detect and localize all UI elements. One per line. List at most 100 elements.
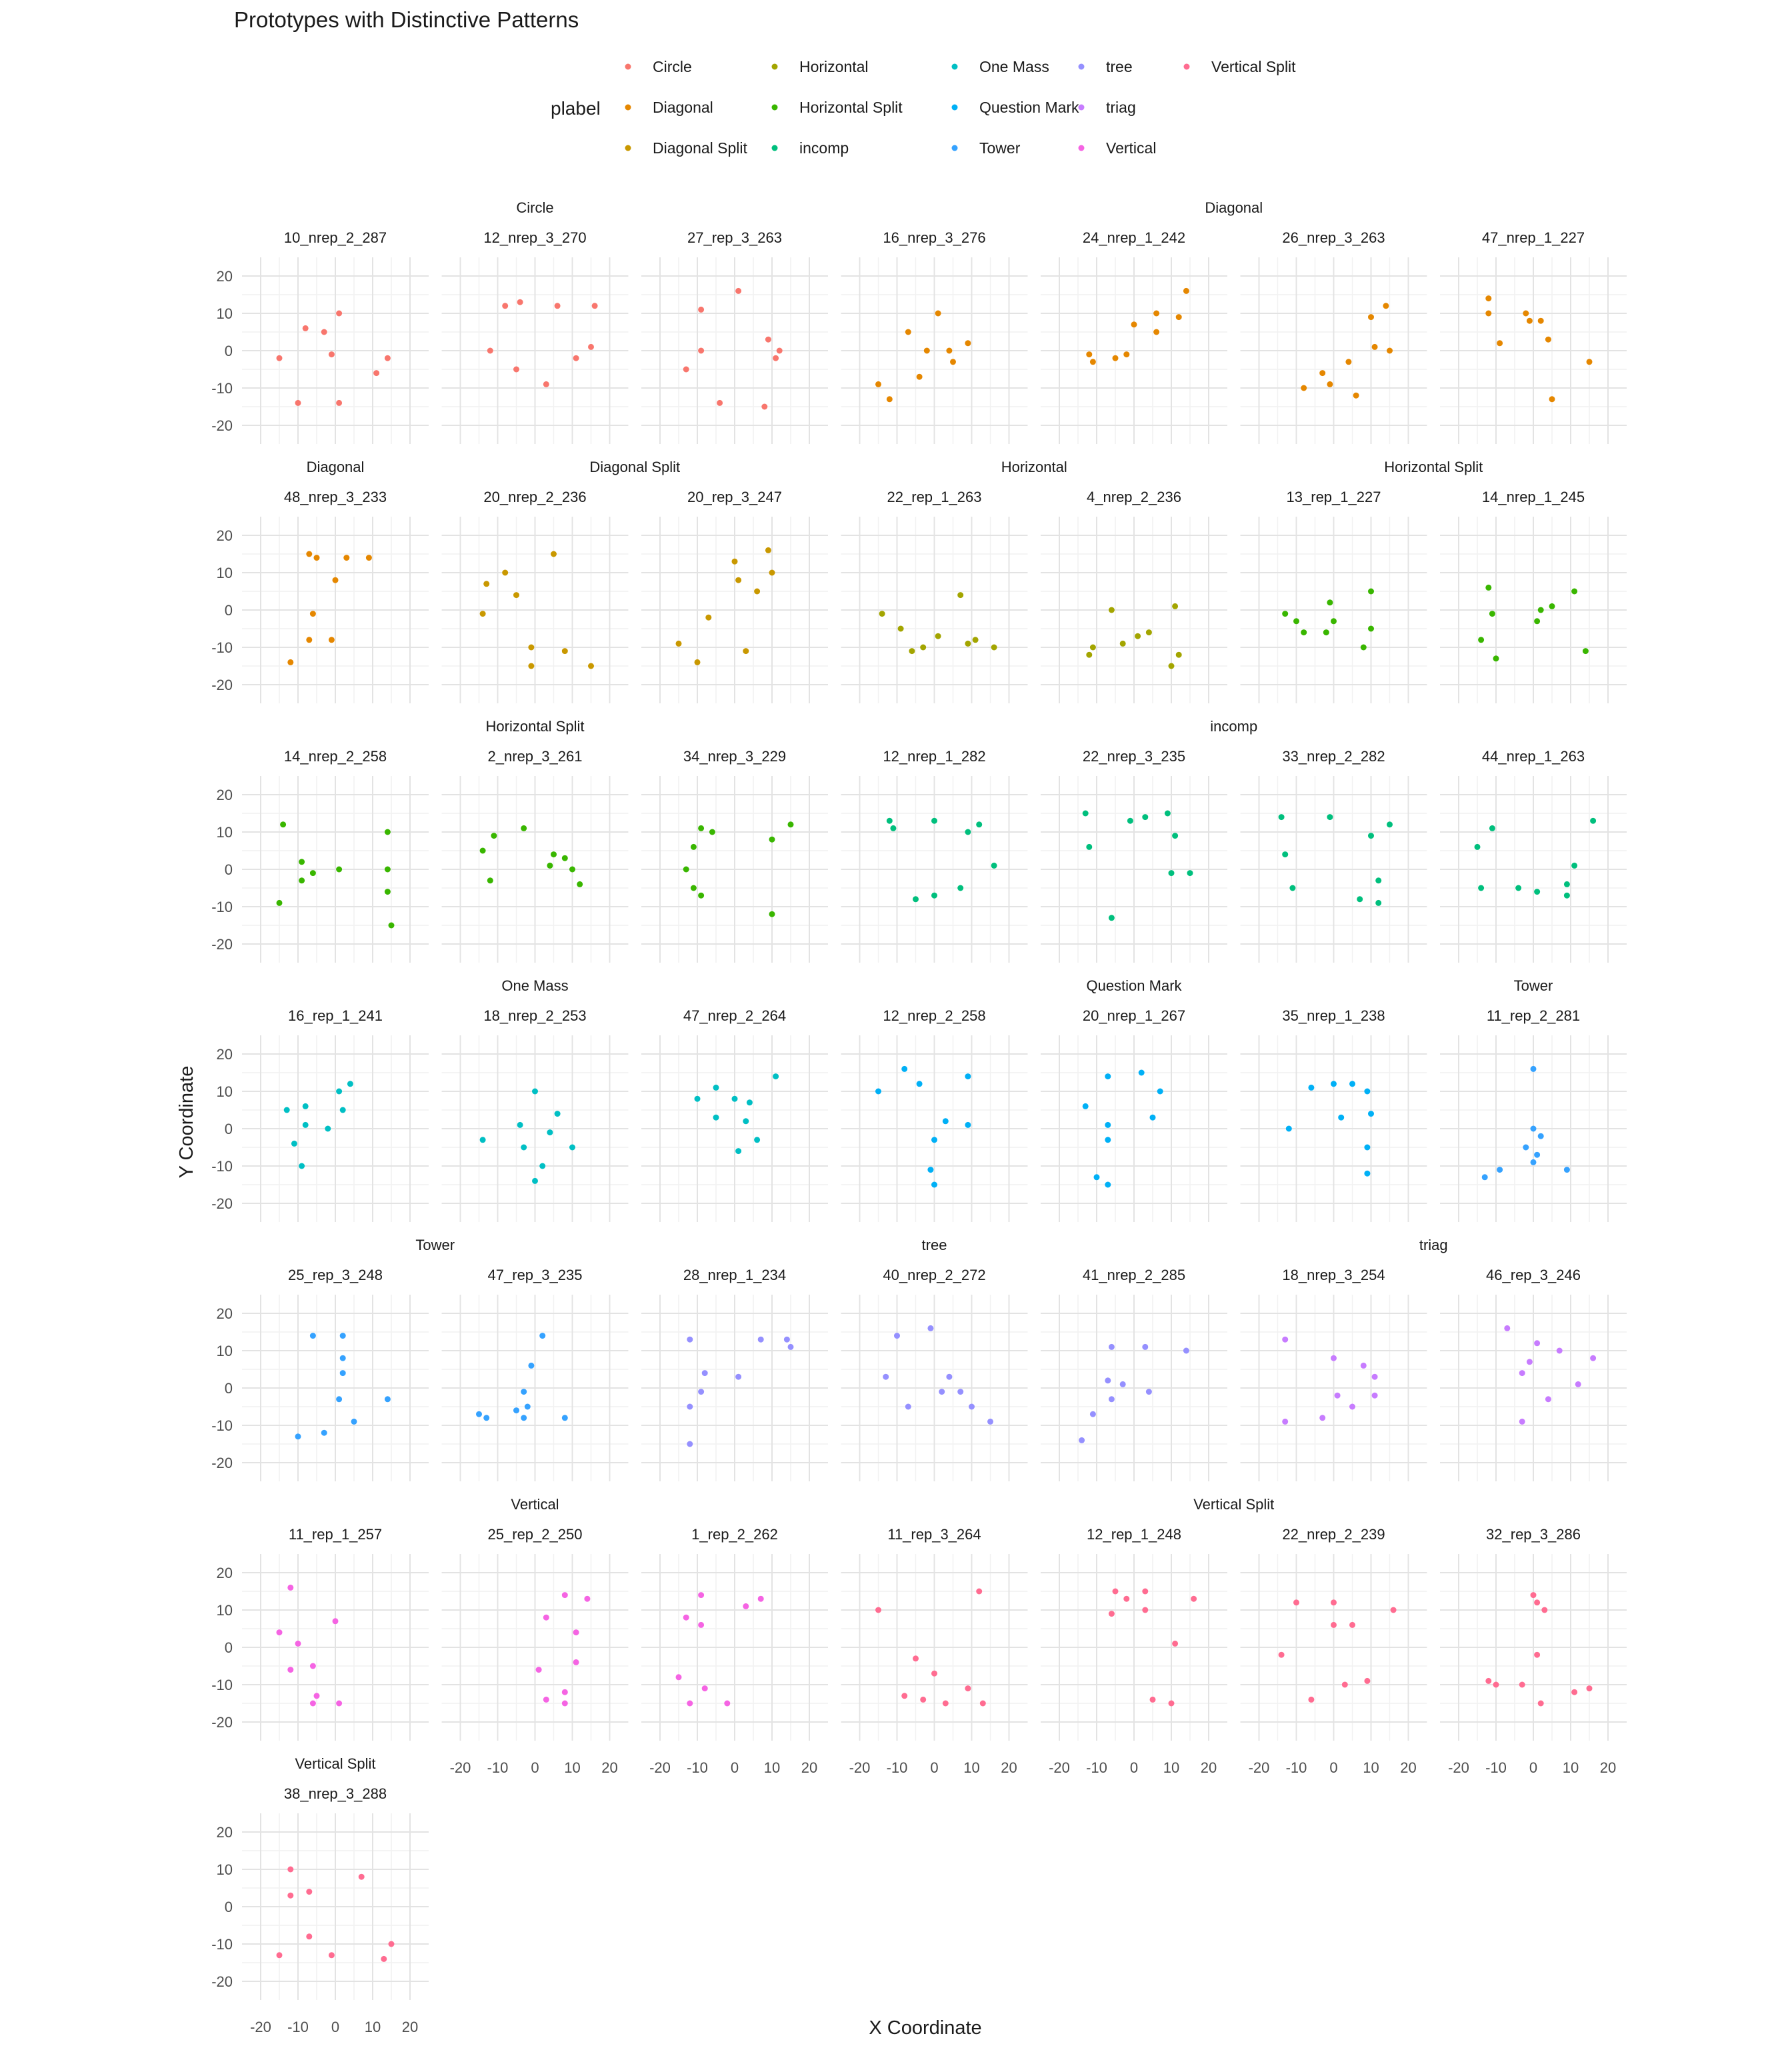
- data-point: [561, 1700, 568, 1707]
- data-point: [521, 1389, 527, 1395]
- data-point: [1131, 321, 1137, 328]
- data-point: [1191, 1595, 1197, 1602]
- data-point: [687, 1700, 693, 1707]
- data-point: [1478, 885, 1485, 891]
- panel-33_nrep_2_282: 33_nrep_2_282: [1240, 748, 1427, 963]
- y-tick-label: 10: [217, 1083, 233, 1100]
- data-point: [765, 336, 771, 343]
- data-point: [302, 1121, 309, 1128]
- data-point: [276, 355, 283, 361]
- data-point: [916, 1081, 923, 1087]
- group-label-circle: Circle: [516, 199, 553, 216]
- y-tick-label: -20: [211, 1973, 233, 1990]
- data-point: [1079, 1437, 1085, 1443]
- data-point: [343, 555, 350, 561]
- legend-item-vertical-split: Vertical Split: [1183, 58, 1296, 75]
- data-point: [1341, 1681, 1348, 1688]
- data-point: [1172, 603, 1179, 609]
- x-tick-label: 10: [1363, 1759, 1379, 1776]
- data-point: [502, 569, 509, 576]
- data-point: [1168, 870, 1175, 877]
- data-point: [336, 1396, 343, 1403]
- data-point: [942, 1700, 949, 1707]
- data-point: [920, 644, 927, 651]
- data-point: [923, 347, 930, 354]
- panel-18_nrep_2_253: 18_nrep_2_253: [441, 1007, 629, 1222]
- group-label-diagonal-split: Diagonal Split: [589, 459, 680, 475]
- panel-id-label: 11_rep_1_257: [289, 1526, 382, 1543]
- legend-key-question-mark: [951, 104, 958, 111]
- data-point: [773, 1073, 779, 1080]
- data-point: [1349, 1081, 1355, 1087]
- data-point: [513, 366, 519, 373]
- data-point: [591, 303, 598, 309]
- data-point: [1331, 1621, 1337, 1628]
- data-point: [328, 351, 335, 358]
- data-point: [1368, 588, 1374, 595]
- legend-item-circle: Circle: [625, 58, 692, 75]
- data-point: [1168, 1700, 1175, 1707]
- data-point: [309, 611, 316, 617]
- data-point: [1371, 1373, 1378, 1380]
- y-tick-label: -10: [211, 639, 233, 656]
- x-tick-label: -10: [1286, 1759, 1307, 1776]
- y-tick-label: 10: [217, 824, 233, 841]
- data-point: [365, 555, 372, 561]
- y-tick-label: -20: [211, 677, 233, 693]
- data-point: [384, 866, 391, 873]
- data-point: [1493, 655, 1499, 662]
- data-point: [276, 899, 283, 906]
- group-label-tower: Tower: [1514, 977, 1553, 994]
- data-point: [1537, 1700, 1544, 1707]
- data-point: [276, 1629, 283, 1636]
- data-point: [957, 1389, 964, 1395]
- data-point: [1164, 810, 1171, 817]
- data-point: [787, 821, 794, 828]
- data-point: [1534, 1599, 1541, 1606]
- y-tick-label: -10: [211, 380, 233, 397]
- y-tick-label: -10: [211, 899, 233, 915]
- panel-id-label: 47_nrep_2_264: [683, 1007, 786, 1024]
- data-point: [1537, 317, 1544, 324]
- data-point: [1089, 644, 1096, 651]
- data-point: [309, 1700, 316, 1707]
- data-point: [532, 1088, 538, 1095]
- data-point: [517, 299, 523, 305]
- data-point: [1183, 1347, 1189, 1354]
- data-point: [690, 843, 697, 850]
- data-point: [1368, 833, 1374, 839]
- data-point: [358, 1873, 365, 1880]
- data-point: [1534, 1151, 1541, 1158]
- panel-22_nrep_3_235: 22_nrep_3_235: [1041, 748, 1227, 963]
- x-tick-label: 10: [764, 1759, 780, 1776]
- y-tick-label: 0: [225, 1899, 233, 1915]
- data-point: [1497, 340, 1503, 347]
- data-point: [1334, 1392, 1341, 1399]
- legend-item-horizontal-split: Horizontal Split: [771, 99, 903, 116]
- data-point: [946, 347, 953, 354]
- data-point: [1086, 843, 1093, 850]
- x-tick-label: -10: [1485, 1759, 1507, 1776]
- data-point: [1168, 663, 1175, 669]
- data-point: [339, 1107, 346, 1113]
- data-point: [976, 821, 983, 828]
- x-tick-label: -10: [287, 2019, 309, 2035]
- panel-id-label: 12_rep_1_248: [1087, 1526, 1181, 1543]
- data-point: [483, 581, 490, 587]
- data-point: [1387, 821, 1393, 828]
- legend-label: Circle: [653, 58, 692, 75]
- group-label-vertical-split: Vertical Split: [1193, 1496, 1274, 1513]
- data-point: [1474, 843, 1481, 850]
- data-point: [1105, 1181, 1111, 1188]
- data-point: [927, 1325, 934, 1331]
- x-tick-label: 0: [1130, 1759, 1138, 1776]
- data-point: [554, 303, 561, 309]
- data-point: [287, 1584, 294, 1591]
- data-point: [735, 1148, 742, 1155]
- panel-18_nrep_3_254: 18_nrep_3_254: [1240, 1267, 1427, 1481]
- legend-label: triag: [1106, 99, 1136, 116]
- data-point: [1489, 825, 1495, 831]
- data-point: [569, 866, 575, 873]
- data-point: [321, 1429, 327, 1436]
- data-point: [897, 625, 904, 632]
